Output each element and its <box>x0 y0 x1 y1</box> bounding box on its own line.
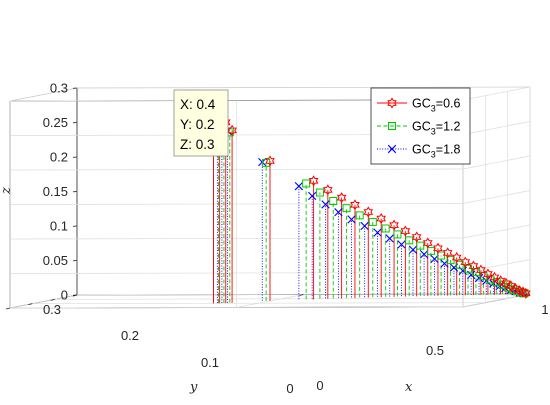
data-marker <box>430 254 439 264</box>
data-marker <box>495 275 506 287</box>
y-tick <box>5 307 11 310</box>
data-marker <box>400 225 411 237</box>
grid-line <box>462 155 531 170</box>
z-tick-label: 0.15 <box>43 184 68 199</box>
y-tick-label: 0 <box>286 381 293 396</box>
data-marker <box>376 213 387 225</box>
data-marker <box>483 268 493 280</box>
data-marker <box>265 155 275 167</box>
grid-line <box>9 294 78 309</box>
data-marker <box>419 250 429 259</box>
data-marker <box>422 237 433 249</box>
legend: GC3=0.6 GC3=1.2 GC3=1.8 <box>370 87 471 165</box>
z-tick-label: 0 <box>61 288 68 303</box>
data-marker <box>451 251 462 264</box>
z-tick-label: 0.1 <box>50 219 68 234</box>
z-tick-label: 0.3 <box>50 81 68 96</box>
tick-labels: 00.050.10.150.20.250.300.10.20.300.51 <box>5 81 549 396</box>
grid-line <box>462 86 531 101</box>
grid-line <box>462 121 531 135</box>
data-marker <box>321 200 330 209</box>
data-marker <box>489 271 500 283</box>
y-tick <box>50 298 55 301</box>
data-marker <box>368 217 377 226</box>
x-tick <box>72 294 78 297</box>
data-marker <box>308 191 317 201</box>
data-marker <box>294 181 304 191</box>
data-marker <box>308 175 319 187</box>
grid-line <box>9 306 464 309</box>
data-marker <box>336 192 347 204</box>
data-marker <box>387 97 397 109</box>
data-marker <box>476 264 486 276</box>
legend-label: GC3=1.2 <box>412 120 460 137</box>
legend-label: GC3=1.8 <box>412 143 460 160</box>
z-tick-label: 0.05 <box>43 253 68 268</box>
x-tick-label: 0 <box>316 378 323 393</box>
data-marker <box>363 206 374 218</box>
y-tick-label: 0.2 <box>121 328 139 343</box>
data-marker <box>501 277 511 289</box>
legend-label: GC3=0.6 <box>412 97 460 114</box>
data-marker <box>360 221 369 231</box>
data-marker <box>342 204 351 213</box>
grid-line <box>462 190 531 204</box>
datatip-box <box>173 89 229 157</box>
grid-line <box>462 224 531 239</box>
data-marker <box>520 287 531 299</box>
data-marker <box>397 240 406 249</box>
data-marker <box>408 245 418 254</box>
datatip-line: Z: 0.3 <box>180 137 215 152</box>
data-marker <box>388 122 396 130</box>
data-marker <box>411 231 422 243</box>
data-marker <box>323 184 333 196</box>
grid-line <box>54 297 508 300</box>
data-marker <box>334 208 343 217</box>
y-tick-label: 0.1 <box>201 355 219 370</box>
y-tick <box>28 303 33 306</box>
datatip-line: Y: 0.2 <box>180 117 215 132</box>
data-marker <box>373 228 382 237</box>
data-markers <box>208 97 531 299</box>
data-marker <box>506 280 516 292</box>
data-marker <box>518 286 528 298</box>
data-marker <box>393 230 402 239</box>
z-axis-label: z <box>0 187 14 195</box>
z-tick-label: 0.2 <box>50 150 68 165</box>
data-marker <box>433 242 443 254</box>
data-marker <box>468 260 479 272</box>
data-marker <box>329 197 338 205</box>
data-marker <box>355 211 364 220</box>
box-edge <box>9 87 78 102</box>
x-tick <box>299 294 304 296</box>
data-tip[interactable]: X: 0.4 Y: 0.2 Z: 0.3 <box>173 89 229 157</box>
data-marker <box>389 219 399 231</box>
y-tick-label: 0.3 <box>43 302 61 317</box>
z-tick-label: 0.25 <box>43 115 68 130</box>
data-marker <box>460 256 471 268</box>
data-marker <box>385 234 394 243</box>
datatip-line: X: 0.4 <box>180 97 216 112</box>
x-tick-label: 0.5 <box>426 343 444 358</box>
data-marker <box>387 144 397 154</box>
data-marker <box>350 199 360 211</box>
x-tick-label: 1 <box>541 302 548 317</box>
data-marker <box>405 236 414 245</box>
box-edge <box>76 86 531 89</box>
data-marker <box>347 215 356 224</box>
data-marker <box>442 247 453 259</box>
y-axis-label: y <box>189 380 198 395</box>
data-marker <box>381 224 390 233</box>
grid-line <box>32 302 486 305</box>
x-axis-label: x <box>405 380 413 395</box>
